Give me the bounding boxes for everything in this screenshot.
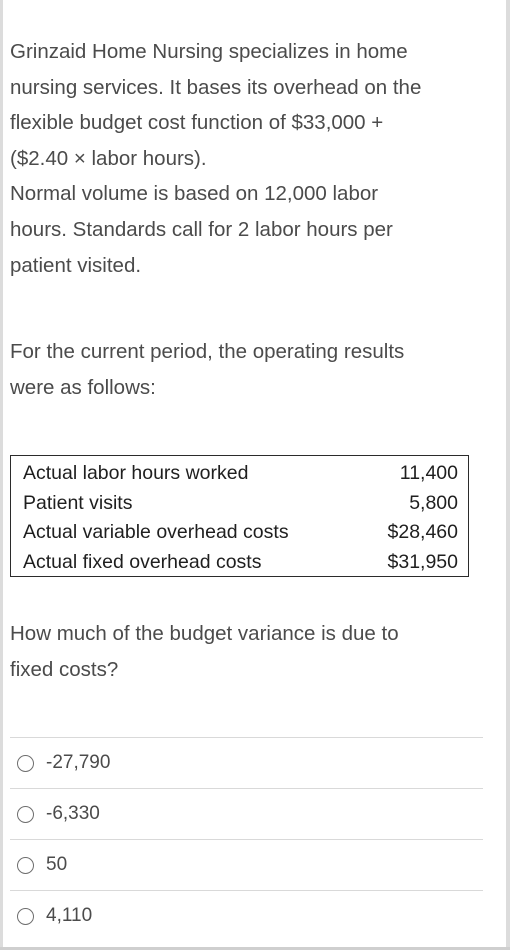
radio-button[interactable]	[17, 856, 34, 874]
page-frame-left	[0, 0, 3, 950]
results-intro-line: were as follows:	[10, 375, 156, 399]
answer-option-4[interactable]: 4,110	[10, 890, 483, 941]
answer-label: 50	[46, 854, 68, 875]
question-line: Grinzaid Home Nursing specializes in hom…	[10, 40, 408, 63]
row-value: 5,800	[409, 491, 458, 514]
results-intro: For the current period, the operating re…	[10, 334, 480, 405]
table-row: Actual variable overhead costs $28,460	[23, 518, 468, 548]
question-line: flexible budget cost function of $33,000…	[10, 111, 384, 135]
row-label: Patient visits	[23, 491, 133, 514]
row-label: Actual variable overhead costs	[23, 521, 289, 544]
row-label: Actual labor hours worked	[23, 462, 249, 484]
answer-option-1[interactable]: -27,790	[10, 737, 483, 788]
table-row: Actual labor hours worked 11,400	[23, 459, 468, 489]
question-text: Grinzaid Home Nursing specializes in hom…	[10, 34, 480, 283]
radio-button[interactable]	[17, 754, 34, 772]
question-line: patient visited.	[10, 253, 142, 277]
answer-option-2[interactable]: -6,330	[10, 788, 483, 839]
answer-option-3[interactable]: 50	[10, 839, 483, 890]
row-value: 11,400	[399, 462, 458, 484]
question-line: nursing services. It bases its overhead …	[10, 75, 422, 99]
page-frame-bottom	[0, 947, 510, 950]
radio-button[interactable]	[17, 805, 34, 823]
answer-options: -27,790 -6,330 50 4,110	[10, 737, 483, 941]
question-line: ($2.40 × labor hours).	[10, 146, 207, 170]
table-row: Actual fixed overhead costs $31,950	[23, 548, 468, 578]
radio-button[interactable]	[17, 907, 34, 925]
operating-results-table: Actual labor hours worked 11,400 Patient…	[10, 455, 469, 577]
row-value: $31,950	[387, 550, 459, 573]
prompt-line: How much of the budget variance is due t…	[10, 622, 399, 645]
page-frame-right	[506, 0, 510, 950]
table-row: Patient visits 5,800	[23, 489, 468, 519]
prompt-line: fixed costs?	[10, 657, 119, 681]
row-value: $28,460	[387, 521, 459, 544]
question-prompt: How much of the budget variance is due t…	[10, 616, 480, 687]
row-label: Actual fixed overhead costs	[23, 550, 262, 573]
answer-label: -6,330	[46, 803, 100, 824]
results-intro-line: For the current period, the operating re…	[10, 340, 405, 363]
answer-label: 4,110	[46, 905, 93, 926]
question-line: hours. Standards call for 2 labor hours …	[10, 217, 393, 241]
answer-label: -27,790	[46, 752, 111, 773]
question-line: Normal volume is based on 12,000 labor	[10, 182, 379, 206]
